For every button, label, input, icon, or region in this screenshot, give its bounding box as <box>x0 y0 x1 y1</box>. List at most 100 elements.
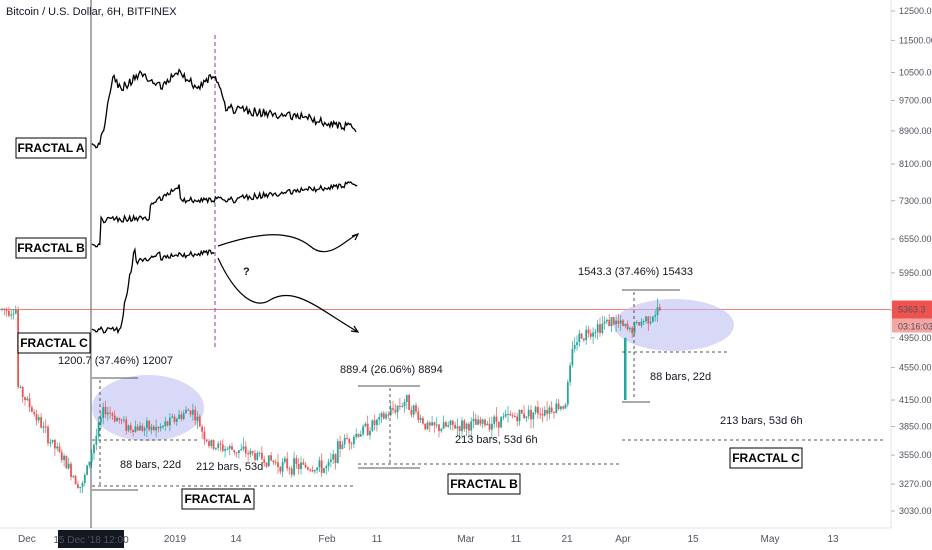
candle-body <box>302 462 305 465</box>
y-tick-label: 3270.00 <box>899 479 932 489</box>
candle-body <box>635 322 638 324</box>
y-tick-label: 3030.00 <box>899 506 932 516</box>
candle-body <box>474 418 477 425</box>
candle-body <box>26 398 29 401</box>
y-tick-label: 8900.00 <box>899 126 932 136</box>
candle-body <box>525 416 528 419</box>
candle-body <box>288 468 291 470</box>
candle-body <box>447 424 450 427</box>
candle-body <box>631 327 634 334</box>
candle-body <box>263 459 266 463</box>
candle-body <box>215 447 217 449</box>
candle-body <box>224 449 226 451</box>
bars-3-label: 213 bars, 53d 6h <box>455 434 538 446</box>
x-tick-label: 15 <box>687 534 699 545</box>
candle-body <box>8 310 10 316</box>
candle-body <box>438 424 440 432</box>
fractal-c-overlay-line <box>91 247 215 335</box>
candle-body <box>403 401 406 407</box>
candle-body <box>343 437 346 445</box>
candle-body <box>640 321 643 326</box>
candle-body <box>295 458 298 464</box>
candle-body <box>284 458 286 462</box>
fractal-b-label: FRACTAL B <box>15 237 87 259</box>
candle-body <box>208 441 210 447</box>
candle-body <box>484 419 486 426</box>
candle-body <box>359 434 362 437</box>
candle-body <box>603 321 606 324</box>
x-tick-label: 2019 <box>164 534 187 545</box>
candle-body <box>196 416 199 421</box>
candle-body <box>198 416 201 427</box>
candle-body <box>155 426 157 431</box>
candle-body <box>47 426 49 444</box>
candle-body <box>638 322 640 326</box>
x-tick-label: 13 <box>827 534 839 545</box>
candle-body <box>617 320 620 324</box>
candle-body <box>3 308 6 310</box>
candle-body <box>240 448 243 451</box>
candle-body <box>596 324 599 333</box>
candle-body <box>389 408 392 416</box>
candle-body <box>307 467 309 470</box>
candle-body <box>173 416 176 422</box>
candle-body <box>569 365 571 383</box>
candle-body <box>583 338 585 341</box>
candle-body <box>113 415 116 422</box>
candle-body <box>290 468 293 475</box>
candle-body <box>318 460 321 468</box>
x-tick-label: 14 <box>230 534 242 545</box>
candle-body <box>629 327 631 330</box>
candle-body <box>77 484 79 488</box>
candle-body <box>304 464 307 468</box>
candle-body <box>33 411 36 415</box>
candle-body <box>537 406 539 414</box>
candle-body <box>332 454 335 460</box>
candle-body <box>12 313 15 315</box>
candle-body <box>612 317 615 325</box>
candle-body <box>405 395 408 402</box>
candle-body <box>323 468 325 473</box>
y-tick-label: 5950.00 <box>899 268 932 278</box>
candle-body <box>81 483 84 487</box>
candle-body <box>164 421 167 426</box>
x-tick-label: May <box>761 534 780 545</box>
candle-body <box>615 320 617 325</box>
candle-body <box>235 452 238 454</box>
candle-body <box>514 415 516 417</box>
candle-body <box>376 419 378 426</box>
candle-body <box>530 409 532 420</box>
y-tick-label: 11500.00 <box>899 35 932 45</box>
candle-body <box>72 476 75 478</box>
candle-body <box>157 426 160 429</box>
y-tick-label: 4150.00 <box>899 395 932 405</box>
candle-body <box>550 407 553 413</box>
bars-1-label: 88 bars, 22d <box>120 459 181 471</box>
y-tick-label: 9700.00 <box>899 95 932 105</box>
candle-body <box>261 452 263 460</box>
candle-body <box>592 332 594 337</box>
candle-body <box>546 410 548 414</box>
candle-body <box>624 324 627 326</box>
candle-body <box>633 322 636 334</box>
candle-body <box>566 382 569 405</box>
candle-body <box>49 442 52 444</box>
candle-body <box>79 486 82 488</box>
candle-body <box>518 409 521 422</box>
candle-body <box>212 440 215 449</box>
measure-2-label: 889.4 (26.06%) 8894 <box>340 364 443 376</box>
candle-body <box>60 451 63 461</box>
candle-body <box>585 329 588 341</box>
candle-body <box>422 417 424 424</box>
crosshair-date-label: 15 Dec '18 12:00 <box>53 535 129 546</box>
candle-body <box>433 422 436 426</box>
fractal-c-ellipse <box>614 299 734 351</box>
candle-body <box>507 413 509 415</box>
candle-body <box>468 423 470 431</box>
candle-body <box>134 426 137 432</box>
x-tick-label: 11 <box>511 534 522 545</box>
candle-body <box>162 425 164 427</box>
candle-body <box>150 426 153 430</box>
candle-body <box>19 387 22 389</box>
